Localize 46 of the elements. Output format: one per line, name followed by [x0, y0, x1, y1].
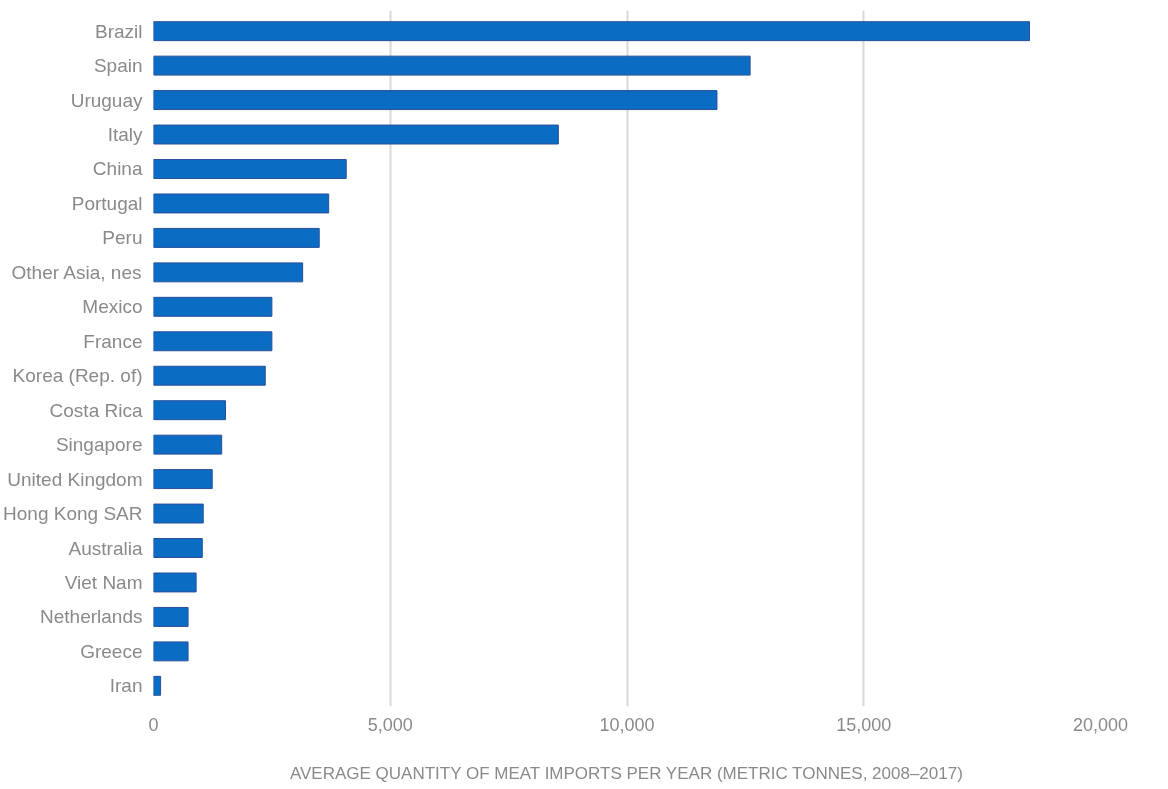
bar [153, 400, 226, 421]
y-tick-label: Brazil [94, 20, 143, 42]
bar [153, 503, 204, 524]
bar [153, 21, 1030, 42]
bar [153, 193, 330, 214]
y-tick-label: China [92, 158, 143, 180]
y-tick-label: Viet Nam [64, 571, 143, 593]
bar [153, 55, 751, 76]
bar [153, 90, 718, 111]
y-tick-label: Hong Kong SAR [3, 503, 143, 525]
y-tick-label: Italy [107, 124, 143, 146]
bar [153, 296, 273, 317]
x-tick-label: 15,000 [836, 714, 892, 735]
bar [153, 331, 273, 352]
y-tick-label: Australia [68, 537, 143, 559]
bar [153, 227, 320, 248]
y-tick-label: Netherlands [40, 606, 143, 628]
bar [153, 469, 213, 490]
bar [153, 365, 266, 386]
y-tick-label: Portugal [71, 192, 143, 214]
bar [153, 538, 203, 558]
bar [153, 262, 304, 283]
x-axis-title: AVERAGE QUANTITY OF MEAT IMPORTS PER YEAR (METRIC TONNES, 2008–2017) [289, 763, 963, 783]
bar [153, 124, 559, 145]
y-tick-label: Greece [80, 640, 143, 662]
bar [153, 641, 189, 662]
y-tick-label: Spain [93, 55, 143, 77]
bar [153, 606, 189, 627]
y-tick-label: Korea (Rep. of) [12, 365, 143, 387]
bar [153, 434, 223, 455]
y-tick-label: Costa Rica [49, 399, 143, 421]
bar [153, 159, 347, 179]
x-tick-label: 0 [148, 714, 159, 735]
bar [153, 572, 197, 593]
y-tick-label: Iran [109, 675, 143, 697]
y-tick-label: United Kingdom [7, 468, 143, 490]
y-tick-label: Singapore [55, 434, 143, 456]
y-tick-label: France [83, 330, 143, 352]
y-tick-label: Uruguay [70, 89, 143, 111]
y-tick-label: Other Asia, nes [11, 261, 142, 283]
bar [153, 675, 162, 696]
x-tick-label: 20,000 [1072, 714, 1129, 735]
y-tick-label: Mexico [82, 296, 143, 318]
x-tick-label: 5,000 [367, 714, 413, 735]
y-tick-label: Peru [102, 227, 143, 249]
x-tick-label: 10,000 [599, 714, 655, 735]
